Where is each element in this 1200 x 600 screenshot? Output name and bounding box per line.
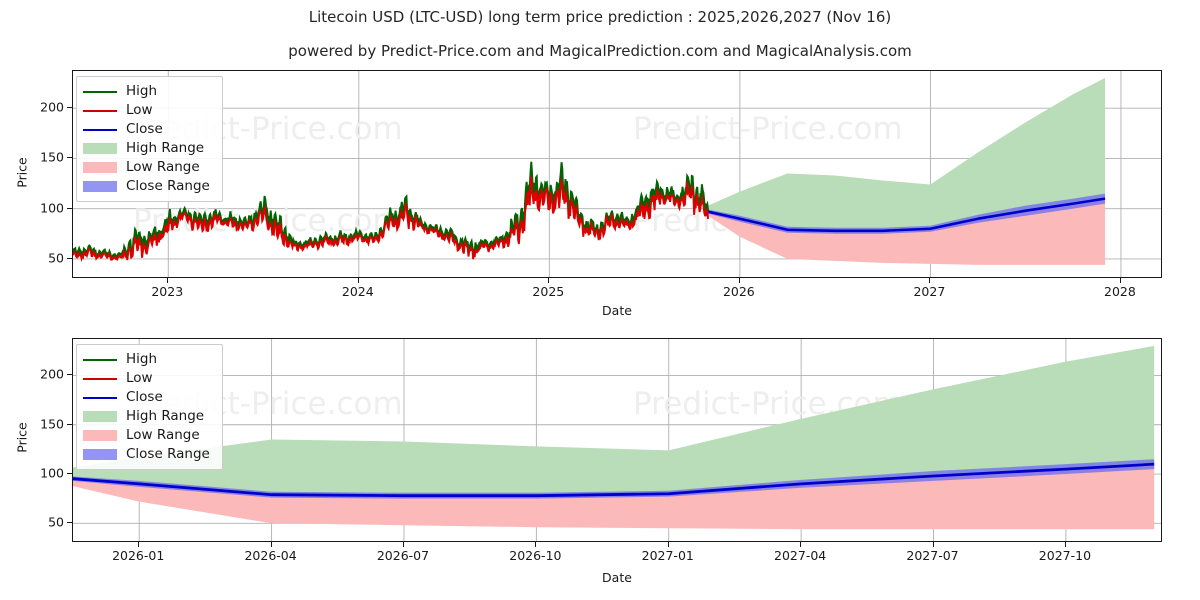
bottom-chart-xtick-mark — [1064, 542, 1066, 547]
legend-item-label: Close Range — [126, 177, 210, 194]
legend-item-close-range: Close Range — [83, 177, 214, 196]
bottom-chart-xtick-mark — [667, 542, 669, 547]
legend-item-low: Low — [83, 369, 214, 388]
bottom-chart-xtick-label: 2026-07 — [376, 548, 430, 563]
bottom-chart-xtick-mark — [800, 542, 802, 547]
top-chart-ytick-mark — [67, 107, 72, 109]
legend-patch-swatch — [83, 181, 117, 192]
legend-item-label: Close — [126, 120, 163, 137]
top-chart-xtick-mark — [738, 278, 740, 283]
bottom-chart-xtick-label: 2027-10 — [1038, 548, 1092, 563]
bottom-chart-ytick-mark — [67, 522, 72, 524]
top-chart-xtick-mark — [548, 278, 550, 283]
svg-text:Predict-Price.com: Predict-Price.com — [633, 111, 903, 147]
bottom-chart-ytick-label: 100 — [40, 465, 64, 481]
legend-item-label: Low — [126, 101, 153, 118]
bottom-chart-xtick-mark — [402, 542, 404, 547]
bottom-chart-ytick-label: 50 — [48, 514, 64, 530]
legend-patch-swatch — [83, 430, 117, 441]
bottom-chart-xlabel: Date — [602, 570, 632, 585]
bottom-chart-xtick-mark — [535, 542, 537, 547]
legend-item-close: Close — [83, 388, 214, 407]
top-chart-xtick-label: 2023 — [151, 284, 184, 299]
top-chart-xtick-label: 2025 — [532, 284, 565, 299]
bottom-chart-xtick-label: 2027-04 — [774, 548, 827, 563]
legend-item-close: Close — [83, 120, 214, 139]
top-chart-ytick-mark — [67, 257, 72, 259]
legend-item-label: Low Range — [126, 426, 200, 443]
top-chart-xtick-label: 2028 — [1104, 284, 1136, 299]
bottom-chart-xtick-mark — [932, 542, 934, 547]
legend-item-label: Close — [126, 388, 163, 405]
top-chart-plot-area: Predict-Price.comPredict-Price.comPredic… — [72, 70, 1162, 278]
legend-item-label: Low — [126, 369, 153, 386]
top-chart-xtick-label: 2026 — [722, 284, 755, 299]
top-chart-xlabel: Date — [602, 303, 632, 318]
top-chart-xtick-mark — [167, 278, 169, 283]
bottom-chart-xtick-label: 2027-07 — [906, 548, 959, 563]
top-chart-xtick-mark — [1119, 278, 1121, 283]
top-chart-ytick-label: 100 — [40, 200, 64, 216]
legend-patch-swatch — [83, 162, 117, 173]
legend-item-label: Low Range — [126, 158, 200, 175]
legend-line-swatch — [83, 90, 117, 93]
legend-item-low: Low — [83, 101, 214, 120]
page-subtitle: powered by Predict-Price.com and Magical… — [288, 42, 912, 60]
legend-item-high-range: High Range — [83, 407, 214, 426]
top-chart-xtick-mark — [929, 278, 931, 283]
legend-item-high: High — [83, 82, 214, 101]
bottom-chart-ytick-mark — [67, 473, 72, 474]
legend-item-high-range: High Range — [83, 139, 214, 158]
legend-item-low-range: Low Range — [83, 426, 214, 445]
legend-patch-swatch — [83, 143, 117, 154]
legend-item-high: High — [83, 350, 214, 369]
bottom-chart-panel: Price Predict-Price.com Predict-Price.com… — [0, 320, 1200, 600]
bottom-chart-xtick-mark — [270, 542, 272, 547]
top-chart-xtick-mark — [357, 278, 359, 283]
legend-line-swatch — [83, 109, 117, 112]
top-chart-ytick-mark — [67, 157, 72, 159]
legend-item-close-range: Close Range — [83, 445, 214, 464]
top-chart-xtick-label: 2027 — [913, 284, 946, 299]
legend-item-label: High Range — [126, 407, 205, 424]
legend-item-label: High Range — [126, 139, 205, 156]
bottom-chart-ytick-label: 200 — [40, 366, 64, 382]
bottom-chart-xtick-label: 2026-01 — [112, 548, 165, 563]
bottom-chart-xtick-label: 2027-01 — [641, 548, 694, 563]
bottom-chart-ytick-label: 150 — [40, 416, 64, 432]
top-chart-xtick-label: 2024 — [341, 284, 374, 299]
top-chart-ytick-label: 200 — [40, 99, 64, 115]
top-chart-ytick-label: 50 — [48, 250, 64, 266]
legend-item-label: High — [126, 350, 158, 367]
bottom-chart-ytick-mark — [67, 374, 72, 376]
top-chart-legend: High Low Close High Range Low Range Close Ran… — [76, 76, 223, 202]
top-chart-panel: Price Predict-Price.com Predict-Price.com… — [15, 70, 1162, 318]
legend-item-low-range: Low Range — [83, 158, 214, 177]
bottom-chart-xtick-label: 2026-04 — [244, 548, 297, 563]
legend-item-label: High — [126, 82, 158, 99]
page-title: Litecoin USD (LTC-USD) long term price p… — [308, 8, 892, 26]
top-chart-ytick-mark — [67, 207, 72, 209]
legend-line-swatch — [83, 396, 117, 399]
legend-patch-swatch — [83, 449, 117, 460]
bottom-chart-xtick-mark — [138, 542, 140, 547]
bottom-chart-xtick-label: 2026-10 — [509, 548, 562, 563]
legend-line-swatch — [83, 128, 117, 131]
bottom-chart-plot-area: Predict-Price.comPredict-Price.comPredic… — [72, 338, 1162, 542]
bottom-chart-ytick-mark — [67, 423, 72, 425]
legend-item-label: Close Range — [126, 445, 210, 462]
legend-line-swatch — [83, 358, 117, 361]
bottom-chart-legend: High Low Close High Range Low Range Close Ran… — [76, 344, 223, 470]
legend-line-swatch — [83, 377, 117, 380]
top-chart-ytick-label: 150 — [40, 149, 64, 165]
legend-patch-swatch — [83, 411, 117, 422]
